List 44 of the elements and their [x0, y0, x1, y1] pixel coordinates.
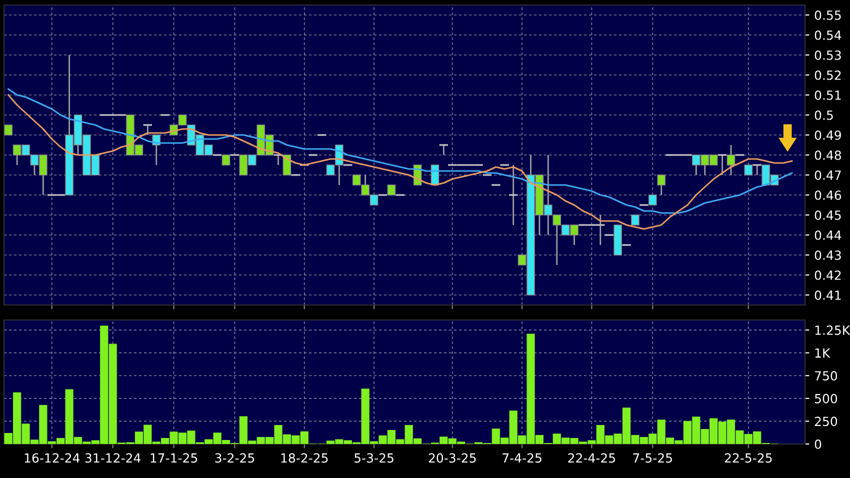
line-series [8, 88, 793, 214]
candlestick [222, 154, 230, 166]
y-tick-label: 0.46 [814, 190, 842, 200]
y-tick-label: 0.45 [814, 210, 841, 220]
candlestick [4, 124, 12, 136]
x-tick-label: 18-2-25 [281, 453, 328, 463]
candlestick [631, 214, 640, 226]
y-tick-label: 0.55 [814, 10, 841, 20]
y-tick-label: 0.44 [814, 230, 842, 240]
y-tick-label: 1K [815, 348, 830, 358]
candlestick [648, 194, 657, 206]
x-tick-label: 7-4-25 [502, 453, 542, 463]
y-tick-label: 0.42 [814, 270, 841, 280]
y-tick-label: 250 [814, 416, 838, 426]
x-tick-label: 7-5-25 [633, 453, 672, 463]
candlestick [282, 154, 292, 176]
x-tick-label: 20-3-25 [428, 453, 476, 463]
x-tick-label: 31-12-24 [85, 453, 140, 463]
y-tick-label: 0.52 [814, 70, 841, 80]
y-tick-label: 0.43 [814, 250, 841, 260]
candlestick [387, 184, 396, 196]
y-tick-label: 0.47 [814, 170, 841, 180]
y-tick-label: 750 [815, 371, 838, 381]
x-tick-label: 16-12-24 [24, 453, 80, 463]
x-tick-label: 17-1-25 [150, 453, 198, 463]
y-tick-label: 0.54 [814, 30, 842, 40]
line-series [8, 94, 793, 230]
x-tick-label: 22-4-25 [568, 453, 615, 463]
y-tick-label: 1.25K [815, 326, 850, 335]
x-tick-label: 3-2-25 [215, 453, 254, 463]
y-tick-label: 0.5 [814, 110, 833, 120]
y-tick-label: 0.48 [814, 150, 842, 160]
candlestick [726, 144, 736, 176]
x-tick-label: 5-3-25 [354, 453, 394, 463]
candlestick [744, 164, 753, 176]
candlestick [717, 154, 728, 176]
y-tick-label: 0.49 [814, 130, 841, 140]
candlestick [657, 174, 666, 196]
y-tick-label: 0.53 [814, 50, 841, 60]
y-tick-label: 0.51 [814, 90, 841, 100]
x-tick-label: 22-5-25 [724, 453, 772, 463]
y-tick-label: 0.41 [814, 290, 841, 300]
y-tick-label: 0 [814, 439, 822, 449]
y-tick-label: 500 [814, 394, 838, 404]
